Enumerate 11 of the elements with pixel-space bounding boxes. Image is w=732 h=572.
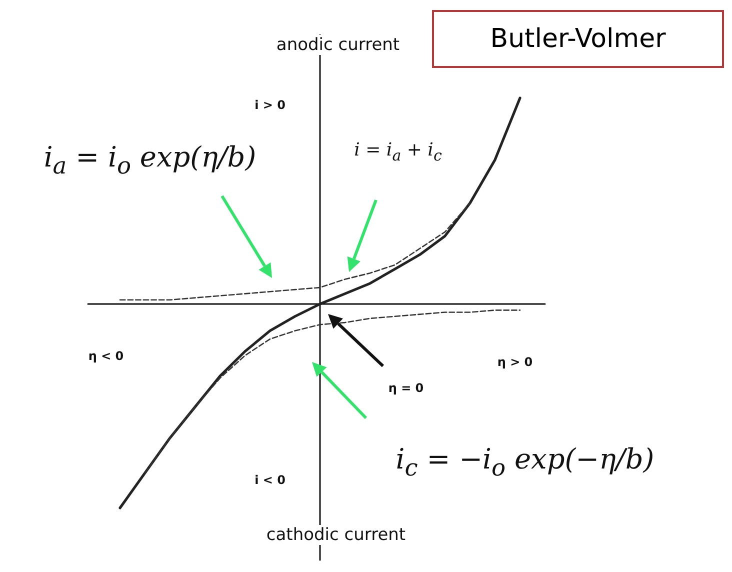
annotation: η > 0 bbox=[494, 355, 536, 369]
annotation: η < 0 bbox=[85, 349, 127, 363]
annotation: i = i$_{a}$ + i$_{c}$ bbox=[351, 140, 445, 164]
annotation: η = 0 bbox=[385, 381, 427, 395]
annotation: i < 0 bbox=[252, 473, 288, 487]
annotation: i$_{a}$ = i$_{o}$ exp(η/b) bbox=[40, 140, 260, 180]
chart-title: Butler-Volmer bbox=[432, 10, 724, 68]
text: anodic current bbox=[273, 35, 403, 55]
text: cathodic current bbox=[263, 525, 409, 545]
annotation: i > 0 bbox=[252, 98, 288, 112]
annotation: i$_{c}$ = −i$_{o}$ exp(−η/b) bbox=[392, 442, 658, 482]
